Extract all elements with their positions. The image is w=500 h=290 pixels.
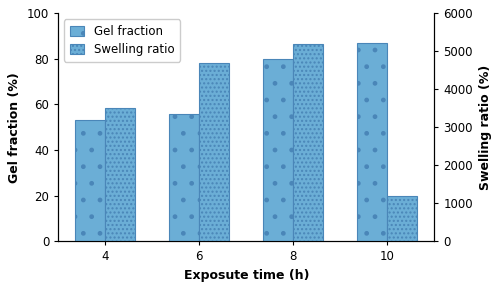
Y-axis label: Swelling ratio (%): Swelling ratio (%) [478, 65, 492, 190]
Bar [357, 43, 388, 241]
Bar [200, 63, 230, 241]
Legend: Gel fraction, Swelling ratio: Gel fraction, Swelling ratio [64, 19, 180, 62]
Bar [294, 44, 324, 241]
Y-axis label: Gel fraction (%): Gel fraction (%) [8, 72, 22, 183]
Bar [388, 195, 418, 241]
Bar [76, 120, 106, 241]
Bar [106, 108, 136, 241]
Bar [263, 59, 294, 241]
X-axis label: Exposute time (h): Exposute time (h) [184, 269, 309, 282]
Bar [169, 114, 200, 241]
